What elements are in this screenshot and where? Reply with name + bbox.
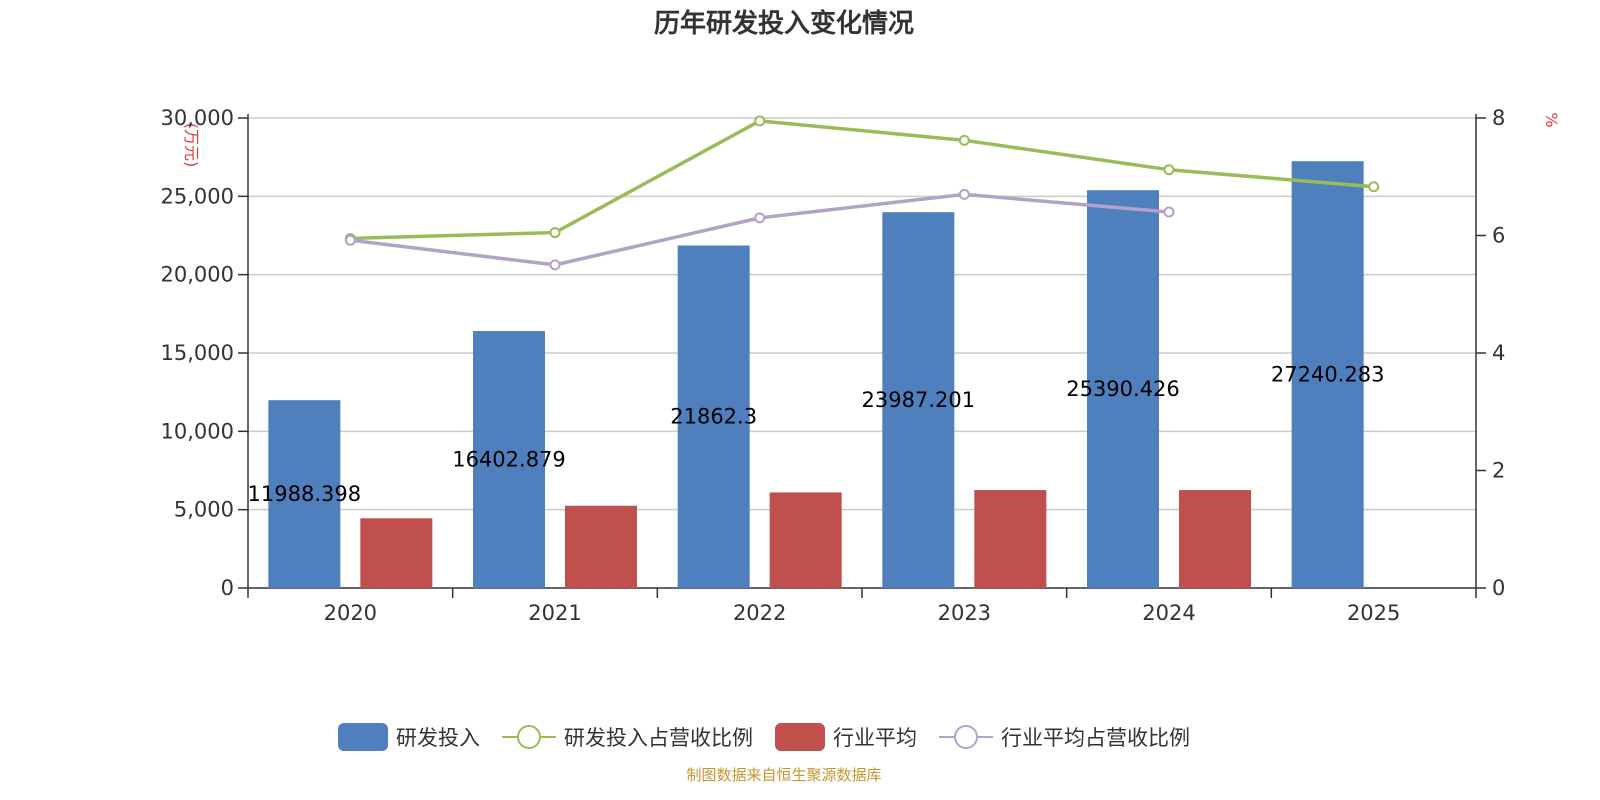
bar-industry-average — [1179, 490, 1251, 588]
x-tick-label: 2024 — [1142, 601, 1195, 625]
legend-label: 研发投入 — [396, 726, 480, 750]
bar-value-label: 27240.283 — [1271, 363, 1385, 387]
bar-series — [268, 161, 1364, 589]
bar-rd-investment — [677, 245, 750, 588]
chart-title: 历年研发投入变化情况 — [654, 8, 914, 39]
line-point — [754, 212, 766, 224]
bar-rd-investment — [1291, 161, 1364, 588]
bar-value-label: 23987.201 — [862, 388, 976, 412]
bar-industry-average — [360, 518, 433, 588]
legend-label: 行业平均 — [833, 726, 917, 750]
left-tick-label: 0 — [221, 576, 234, 600]
left-tick-label: 25,000 — [161, 184, 234, 208]
x-tick-label: 2023 — [938, 601, 991, 625]
x-tick-label: 2021 — [528, 601, 581, 625]
right-tick-label: 8 — [1492, 106, 1505, 130]
line-point — [1163, 164, 1175, 176]
line-point — [344, 234, 356, 246]
right-axis-unit: % — [1542, 112, 1561, 127]
bar-industry-average — [974, 490, 1047, 588]
line-point — [1163, 206, 1175, 218]
line-industry-ratio — [350, 192, 1170, 267]
line-point — [549, 227, 561, 239]
bar-rd-investment — [473, 331, 545, 588]
left-tick-label: 20,000 — [161, 263, 234, 287]
legend-swatch-bar — [338, 723, 388, 751]
x-tick-label: 2025 — [1347, 601, 1400, 625]
line-rd-ratio — [350, 119, 1374, 241]
gridlines — [248, 117, 1476, 511]
bar-value-label: 25390.426 — [1066, 377, 1180, 401]
right-tick-label: 6 — [1492, 224, 1505, 248]
left-axis-unit: (万元) — [182, 123, 201, 168]
axes: 0 5,000 10,000 15,000 20,000 25,000 30,000 0 2 4 6… — [161, 106, 1506, 625]
right-tick-label: 2 — [1492, 459, 1505, 483]
data-labels: 11988.398 16402.879 21862.3 23987.201 25390.… — [248, 363, 1385, 506]
legend-swatch-bar — [775, 723, 825, 751]
line-point — [958, 134, 970, 146]
left-tick-label: 15,000 — [161, 341, 234, 365]
bar-rd-investment — [882, 212, 955, 589]
bar-rd-investment — [268, 400, 341, 588]
source-note: 制图数据来自恒生聚源数据库 — [686, 766, 881, 784]
line-point — [549, 259, 561, 271]
legend: 研发投入 研发投入占营收比例 行业平均 行业平均占营收比例 — [338, 723, 1190, 751]
bar-value-label: 11988.398 — [248, 482, 362, 506]
left-tick-label: 30,000 — [161, 106, 234, 130]
bar-industry-average — [769, 492, 842, 588]
legend-label: 研发投入占营收比例 — [564, 726, 753, 750]
line-point — [958, 188, 970, 200]
bar-value-label: 16402.879 — [452, 448, 566, 472]
left-tick-label: 10,000 — [161, 419, 234, 443]
bar-rd-investment — [1087, 190, 1159, 588]
right-tick-label: 4 — [1492, 341, 1505, 365]
line-point — [754, 115, 766, 127]
left-tick-label: 5,000 — [174, 498, 234, 522]
bar-industry-average — [565, 505, 637, 588]
legend-swatch-marker — [517, 725, 541, 749]
x-tick-label: 2022 — [733, 601, 786, 625]
bar-value-label: 21862.3 — [670, 405, 757, 429]
x-tick-label: 2020 — [324, 601, 377, 625]
legend-label: 行业平均占营收比例 — [1001, 726, 1190, 750]
legend-swatch-marker — [954, 725, 978, 749]
right-tick-label: 0 — [1492, 576, 1505, 600]
line-series — [344, 115, 1380, 271]
line-point — [1368, 181, 1380, 193]
